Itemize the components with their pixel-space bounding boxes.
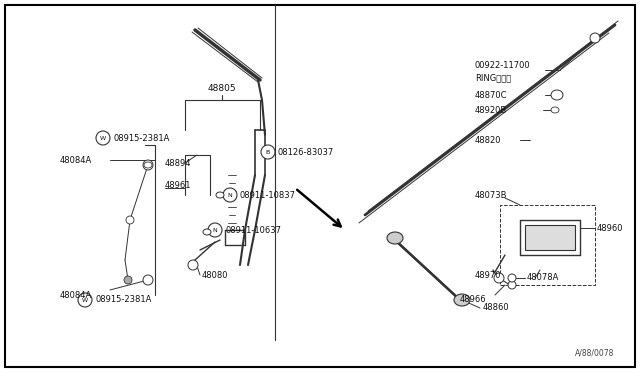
Ellipse shape [144, 162, 152, 168]
Text: 48820: 48820 [475, 135, 502, 144]
Text: 00922-11700: 00922-11700 [475, 61, 531, 70]
Text: 08126-83037: 08126-83037 [278, 148, 334, 157]
Ellipse shape [551, 107, 559, 113]
Ellipse shape [143, 160, 153, 170]
Text: N: N [212, 228, 218, 232]
Text: N: N [228, 192, 232, 198]
Ellipse shape [387, 232, 403, 244]
Ellipse shape [590, 33, 600, 43]
Text: 48084A: 48084A [60, 155, 92, 164]
Text: 08915-2381A: 08915-2381A [95, 295, 152, 305]
Ellipse shape [126, 216, 134, 224]
Text: 48970: 48970 [475, 270, 502, 279]
Text: 48960: 48960 [597, 224, 623, 232]
Text: RINGリング: RINGリング [475, 74, 511, 83]
Ellipse shape [124, 276, 132, 284]
Text: B: B [266, 150, 270, 154]
Text: 48084A: 48084A [60, 291, 92, 299]
Text: 08911-10837: 08911-10837 [240, 190, 296, 199]
Ellipse shape [261, 145, 275, 159]
Ellipse shape [96, 131, 110, 145]
Ellipse shape [223, 188, 237, 202]
Ellipse shape [216, 192, 224, 198]
Text: W: W [82, 298, 88, 302]
Ellipse shape [508, 281, 516, 289]
Text: A/88/0078: A/88/0078 [575, 349, 614, 357]
Ellipse shape [208, 223, 222, 237]
Ellipse shape [508, 274, 516, 282]
Text: 48860: 48860 [483, 304, 509, 312]
Ellipse shape [203, 229, 211, 235]
Ellipse shape [78, 293, 92, 307]
Ellipse shape [143, 275, 153, 285]
Bar [525, 225, 575, 250]
Text: 48961: 48961 [165, 180, 191, 189]
Ellipse shape [494, 273, 504, 283]
Text: 48080: 48080 [202, 270, 228, 279]
Ellipse shape [551, 90, 563, 100]
Text: 48894: 48894 [165, 158, 191, 167]
Text: 08915-2381A: 08915-2381A [113, 134, 170, 142]
Text: W: W [100, 135, 106, 141]
Ellipse shape [188, 260, 198, 270]
Ellipse shape [454, 294, 470, 306]
Text: 08911-10637: 08911-10637 [225, 225, 281, 234]
Text: 48966: 48966 [460, 295, 486, 305]
Text: 48805: 48805 [208, 83, 237, 93]
Bar [500, 205, 595, 285]
Text: 48078A: 48078A [527, 273, 559, 282]
Text: 48870C: 48870C [475, 90, 508, 99]
Text: 48073B: 48073B [475, 190, 508, 199]
Text: 48920B: 48920B [475, 106, 508, 115]
